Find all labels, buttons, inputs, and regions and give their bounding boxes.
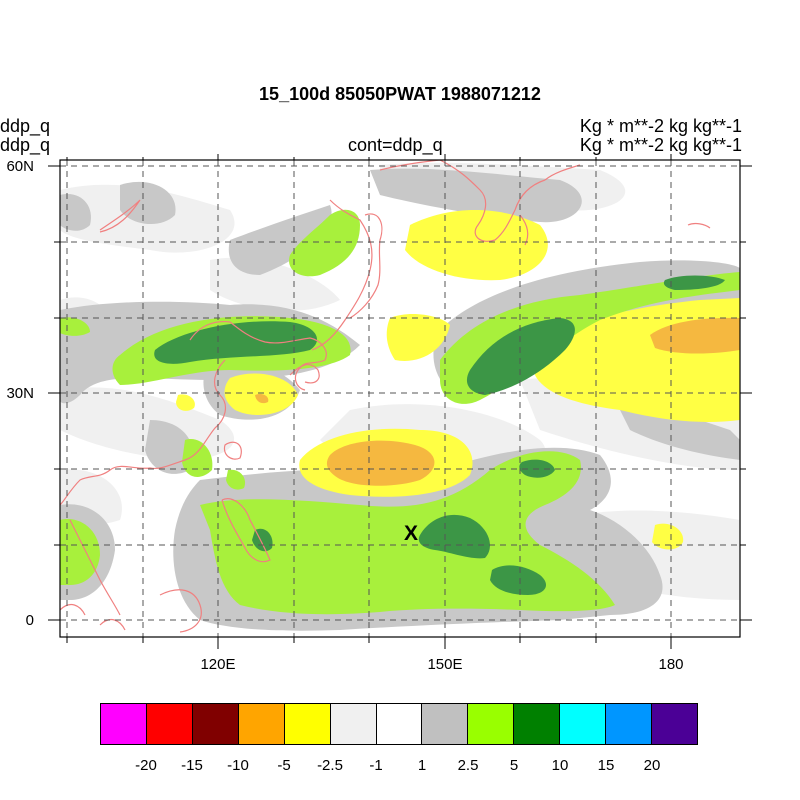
colorbar-label: 5 xyxy=(509,757,519,774)
lon-label-180: 180 xyxy=(658,656,684,673)
colorbar-swatch xyxy=(376,704,423,744)
colorbar-swatch xyxy=(422,704,469,744)
left-variable-label-2: ddp_q xyxy=(0,135,51,155)
colorbar-swatch xyxy=(514,704,561,744)
units-label-1: Kg * m**-2 kg kg**-1 xyxy=(579,116,742,136)
colorbar xyxy=(100,703,698,745)
colorbar-label: -15 xyxy=(181,757,203,774)
plot-title: 15_100d 85050PWAT 1988071212 xyxy=(259,84,541,104)
colorbar-swatch xyxy=(101,704,147,744)
map-frame xyxy=(59,159,741,638)
colorbar-swatch xyxy=(146,704,193,744)
colorbar-label: 2.5 xyxy=(457,757,479,774)
colorbar-label: 1 xyxy=(417,757,427,774)
shaded-field xyxy=(60,160,740,633)
colorbar-swatch xyxy=(560,704,607,744)
colorbar-swatch xyxy=(330,704,377,744)
colorbar-swatch xyxy=(238,704,285,744)
coastlines xyxy=(60,160,711,633)
colorbar-label: -1 xyxy=(369,757,383,774)
location-marker: X xyxy=(404,522,419,545)
colorbar-label: -10 xyxy=(227,757,249,774)
colorbar-swatch xyxy=(284,704,331,744)
colorbar-label: 10 xyxy=(551,757,569,774)
lon-label-150e: 150E xyxy=(427,656,463,673)
lat-label-30n: 30N xyxy=(6,385,34,402)
colorbar-label: 20 xyxy=(643,757,661,774)
colorbar-swatch xyxy=(192,704,239,744)
contour-label: cont=ddp_q xyxy=(348,135,443,155)
colorbar-label: -2.5 xyxy=(317,757,343,774)
lon-label-120e: 120E xyxy=(200,656,236,673)
colorbar-swatch xyxy=(606,704,653,744)
axis-ticks xyxy=(48,154,752,649)
colorbar-label: -5 xyxy=(277,757,291,774)
colorbar-swatch xyxy=(652,704,697,744)
lat-label-0: 0 xyxy=(25,612,34,629)
colorbar-label: -20 xyxy=(135,757,157,774)
colorbar-label: 15 xyxy=(597,757,615,774)
graticule xyxy=(60,160,740,637)
units-label-2: Kg * m**-2 kg kg**-1 xyxy=(579,135,742,155)
lat-label-60n: 60N xyxy=(6,158,34,175)
colorbar-swatch xyxy=(468,704,515,744)
left-variable-label-1: ddp_q xyxy=(0,116,51,136)
